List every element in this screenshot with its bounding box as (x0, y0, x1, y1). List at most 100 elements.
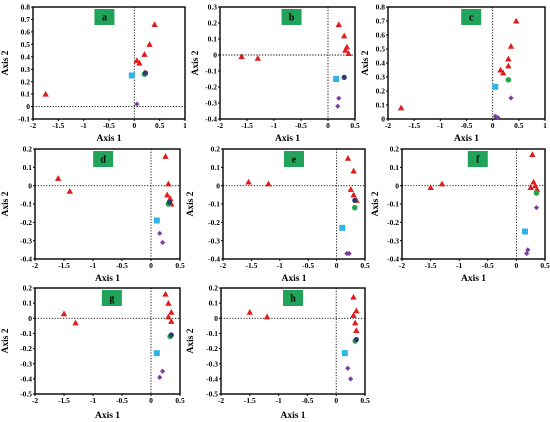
x-tick-label: -0.5 (103, 121, 115, 130)
triangle-point (342, 47, 349, 53)
y-tick-label: 0.2 (21, 77, 31, 86)
triangle-point (263, 313, 271, 320)
x-tick-label: 0.5 (514, 121, 524, 130)
diamond-point (348, 376, 354, 382)
square-point (128, 72, 135, 79)
x-tick-label: -2 (220, 261, 226, 270)
triangle-point (162, 153, 169, 159)
y-tick-label: -0.4 (205, 115, 217, 124)
x-axis-label: Axis 1 (96, 134, 121, 144)
panel-badge-letter: c (469, 13, 474, 24)
x-axis-label: Axis 1 (95, 274, 120, 284)
triangle-point (238, 53, 245, 60)
triangle-point (164, 191, 171, 198)
y-tick-label: 0 (214, 314, 218, 323)
scatter-panel-c: -2 -1.5 -1 -0.5 0 0.5 1 0 0.1 0.2 0.3 0.4 0.5 0.6 0.7 0… (361, 3, 547, 144)
panel-badge-bg (94, 9, 115, 25)
y-tick-label: -0.1 (387, 200, 399, 209)
y-tick-label: -0.5 (20, 390, 32, 399)
x-tick-label: 1 (183, 121, 187, 130)
navy-circle-point (142, 70, 149, 76)
triangle-point (245, 178, 252, 185)
x-tick-label: -0.5 (295, 121, 307, 130)
panel-badge-letter: d (100, 155, 106, 166)
triangle-point (335, 21, 342, 28)
scatter-panel-f: -2 -1.5 -1 -0.5 0 0.5 -0.4 -0.3 -0.2 -0.1 0 0.1 0.2 A… (371, 145, 550, 284)
panel-badge: a (94, 9, 115, 25)
y-tick-label: 0.1 (23, 163, 33, 172)
y-tick-label: 0 (28, 314, 32, 323)
panel-badge: d (93, 151, 114, 167)
y-tick-label: 0.1 (208, 35, 218, 44)
x-tick-label: 0.5 (175, 261, 185, 270)
triangle-point (146, 41, 153, 47)
x-tick-label: 0 (149, 396, 153, 405)
triangle-point (72, 319, 79, 326)
triangle-point (350, 191, 357, 198)
triangle-point (246, 309, 253, 315)
triangle-point (353, 327, 360, 333)
y-tick-label: 0.2 (390, 145, 400, 154)
y-tick-label: -0.3 (20, 359, 32, 368)
y-tick-label: 0.2 (23, 284, 33, 293)
x-tick-label: -0.5 (116, 396, 128, 405)
y-axis-label: Axis 2 (1, 50, 11, 75)
y-tick-label: -0.1 (205, 67, 217, 76)
diamond-point (157, 374, 163, 380)
scatter-panel-b: -2 -1.5 -1 -0.5 0 0.5 -0.4 -0.3 -0.2 -0.1 0 0.1 0.2 0… (191, 3, 360, 144)
y-tick-label: 0 (395, 181, 399, 190)
plot-frame (34, 287, 181, 395)
x-tick-label: -0.5 (461, 121, 473, 130)
y-axis-label: Axis 2 (1, 328, 11, 353)
triangle-point (168, 309, 175, 315)
diamond-point (336, 95, 342, 101)
y-tick-label: -0.1 (20, 200, 32, 209)
y-tick-label: -0.4 (20, 374, 32, 383)
y-axis-label: Axis 2 (186, 328, 196, 353)
panel-badge-letter: g (109, 294, 114, 305)
panel-badge: e (284, 151, 304, 167)
x-tick-label: -2 (385, 121, 391, 130)
y-tick-label: 0.5 (376, 45, 386, 54)
triangle-point (350, 167, 357, 174)
triangle-point (513, 17, 520, 24)
y-tick-label: 0.1 (390, 163, 400, 172)
panel-badge: h (283, 290, 303, 306)
diamond-point (492, 113, 498, 119)
triangle-point (345, 50, 352, 56)
panel-badge-bg (467, 151, 488, 167)
x-tick-label: -0.5 (302, 261, 314, 270)
y-tick-label: -0.2 (205, 83, 217, 92)
x-tick-label: -2 (399, 261, 405, 270)
triangle-point (55, 175, 62, 181)
panel-badge: f (467, 151, 488, 167)
x-tick-label: -1.5 (244, 396, 256, 405)
panel-badge-bg (281, 9, 302, 25)
y-tick-label: 0 (213, 51, 217, 60)
x-tick-label: -0.5 (116, 261, 128, 270)
x-tick-label: 0.5 (175, 396, 185, 405)
panel-badge-bg (101, 290, 122, 306)
y-axis-label: Axis 2 (1, 191, 11, 216)
green-circle-point (505, 77, 512, 83)
y-tick-label: -0.2 (206, 344, 218, 353)
y-tick-label: 0.7 (21, 15, 31, 24)
x-tick-label: -0.5 (482, 261, 494, 270)
y-tick-label: 0.1 (209, 299, 219, 308)
square-point (339, 224, 346, 231)
y-tick-label: -0.4 (387, 255, 399, 264)
panel-badge-bg (93, 151, 114, 167)
x-tick-label: -1.5 (408, 121, 420, 130)
scatter-panel-e: -2 -1.5 -1 -0.5 0 0.5 -0.4 -0.3 -0.2 -0.1 0 0.1 0.2 A… (186, 145, 370, 284)
y-tick-label: -0.1 (18, 115, 30, 124)
x-tick-label: -2 (217, 121, 223, 130)
y-tick-label: 0.3 (21, 65, 31, 74)
plot-frame (220, 287, 366, 395)
x-tick-label: -2 (30, 121, 36, 130)
panel-badge-bg (283, 290, 303, 306)
triangle-point (265, 180, 272, 187)
y-tick-label: 0.6 (376, 31, 386, 40)
triangle-point (162, 290, 169, 297)
green-circle-point (351, 204, 358, 211)
y-tick-label: 0.1 (211, 163, 221, 172)
